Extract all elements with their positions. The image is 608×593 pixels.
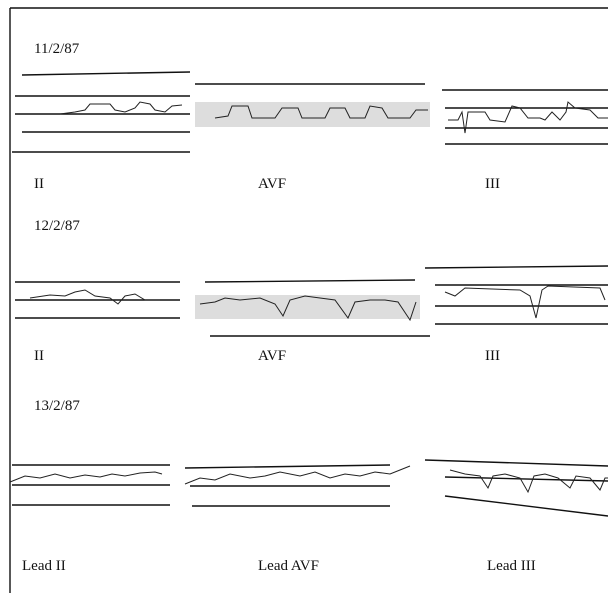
lead-label: II — [34, 176, 44, 192]
baseline — [445, 496, 608, 516]
ecg-trace — [185, 466, 410, 484]
lead-label: Lead II — [22, 558, 66, 574]
lead-label: Lead III — [487, 558, 536, 574]
baseline — [425, 266, 608, 268]
ecg-trace — [30, 290, 160, 304]
date-label: 11/2/87 — [34, 41, 80, 57]
lead-label: AVF — [258, 176, 286, 192]
trace-row-2 — [15, 266, 608, 336]
baseline — [205, 280, 415, 282]
trace-row-1 — [12, 72, 608, 152]
baseline — [445, 477, 608, 481]
lead-label: Lead AVF — [258, 558, 319, 574]
lead-label: III — [485, 176, 500, 192]
lead-label: AVF — [258, 348, 286, 364]
ecg-trace — [445, 286, 605, 318]
ecg-trace — [60, 102, 182, 114]
trace-row-3 — [10, 460, 608, 516]
ecg-trace — [10, 472, 162, 482]
baseline — [425, 460, 608, 466]
lead-label: II — [34, 348, 44, 364]
trace-shade — [195, 102, 430, 127]
date-label: 13/2/87 — [34, 398, 80, 414]
date-label: 12/2/87 — [34, 218, 80, 234]
lead-label: III — [485, 348, 500, 364]
page: 11/2/87 II AVF III 12/2/87 II AVF III 13… — [0, 0, 608, 593]
ecg-figure: 11/2/87 II AVF III 12/2/87 II AVF III 13… — [0, 0, 608, 593]
baseline — [185, 465, 390, 468]
baseline — [22, 72, 190, 75]
